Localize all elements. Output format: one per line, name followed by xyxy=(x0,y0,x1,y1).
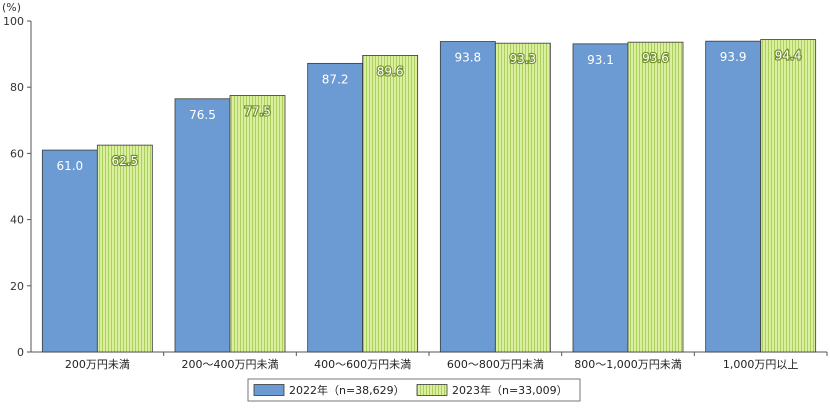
x-tick-label: 200万円未満 xyxy=(65,358,130,371)
data-label: 93.8 xyxy=(454,51,481,65)
bar-series1 xyxy=(174,98,231,353)
bar-series1 xyxy=(439,41,496,353)
y-tick-label: 20 xyxy=(10,280,24,293)
data-label: 93.9 xyxy=(720,50,747,64)
legend-label: 2023年（n=33,009） xyxy=(452,383,568,397)
x-tick-label: 800～1,000万円未満 xyxy=(574,358,682,371)
data-label: 62.5 xyxy=(111,154,138,168)
data-label: 93.3 xyxy=(509,52,536,66)
data-label: 77.5 xyxy=(244,104,271,118)
legend-frame xyxy=(247,378,581,402)
data-label: 93.1 xyxy=(587,53,614,67)
legend-swatch xyxy=(416,384,448,396)
bar-series1 xyxy=(41,149,98,353)
x-tick-label: 200～400万円未満 xyxy=(182,358,279,371)
y-axis-unit-label: (%) xyxy=(2,1,21,14)
y-tick-label: 40 xyxy=(10,214,24,227)
y-tick-label: 100 xyxy=(3,15,24,28)
bar-series2 xyxy=(96,144,153,353)
data-label: 87.2 xyxy=(322,72,349,86)
data-label: 61.0 xyxy=(56,159,83,173)
bar-series2 xyxy=(494,42,551,353)
x-tick-label: 1,000万円以上 xyxy=(723,358,799,371)
legend: 2022年（n=38,629） 2023年（n=33,009） xyxy=(247,378,581,402)
x-tick-label: 600～800万円未満 xyxy=(447,358,544,371)
y-tick-label: 80 xyxy=(10,81,24,94)
bar-series1 xyxy=(572,43,629,353)
bar-series2 xyxy=(627,41,684,353)
data-label: 89.6 xyxy=(377,64,404,78)
data-label: 76.5 xyxy=(189,108,216,122)
data-label: 93.6 xyxy=(642,51,669,65)
bar-series2 xyxy=(760,39,817,353)
data-label: 94.4 xyxy=(775,49,802,63)
bar-series1 xyxy=(705,40,762,353)
bar-series2 xyxy=(362,55,419,353)
x-tick-label: 400～600万円未満 xyxy=(314,358,411,371)
legend-label: 2022年（n=38,629） xyxy=(289,383,405,397)
bar-series1 xyxy=(307,62,364,353)
legend-swatch xyxy=(253,384,285,396)
y-tick-label: 60 xyxy=(10,147,24,160)
y-tick-label: 0 xyxy=(17,346,24,359)
plot-area: 0 20 40 60 80 100 61.0 62.5 200万円未満 76.5 77.5 200～4… xyxy=(3,15,828,371)
bar-series2 xyxy=(229,95,286,353)
